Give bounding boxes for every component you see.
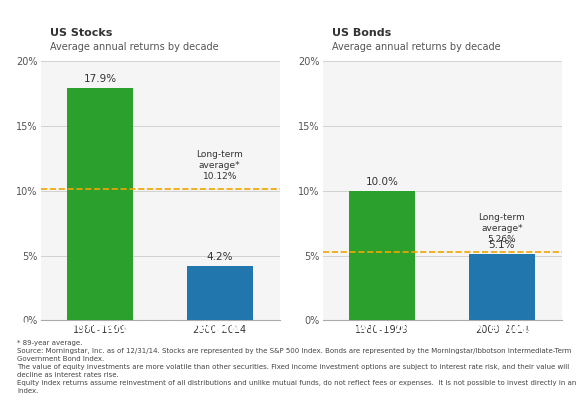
Text: 17.9%: 17.9% bbox=[84, 75, 117, 84]
Bar bbox=[350, 191, 415, 320]
Text: US Bonds: US Bonds bbox=[332, 28, 391, 38]
Text: 4.2%: 4.2% bbox=[207, 252, 233, 262]
Bar bbox=[469, 254, 535, 320]
Text: 10.0%: 10.0% bbox=[366, 177, 399, 187]
Text: 5.1%: 5.1% bbox=[489, 240, 515, 250]
Text: Long-term
average*
10.12%: Long-term average* 10.12% bbox=[196, 150, 243, 181]
Text: Average annual returns by decade: Average annual returns by decade bbox=[50, 42, 219, 52]
Text: US Stocks: US Stocks bbox=[50, 28, 112, 38]
Text: Going forward, is the return concern more with bonds than equities?: Going forward, is the return concern mor… bbox=[20, 322, 559, 335]
Bar bbox=[67, 88, 133, 320]
Text: * 89-year average.
Source: Morningstar, Inc. as of 12/31/14. Stocks are represen: * 89-year average. Source: Morningstar, … bbox=[17, 340, 577, 394]
Bar bbox=[187, 266, 252, 320]
Text: Average annual returns by decade: Average annual returns by decade bbox=[332, 42, 501, 52]
Text: Long-term
average*
5.26%: Long-term average* 5.26% bbox=[478, 213, 525, 244]
